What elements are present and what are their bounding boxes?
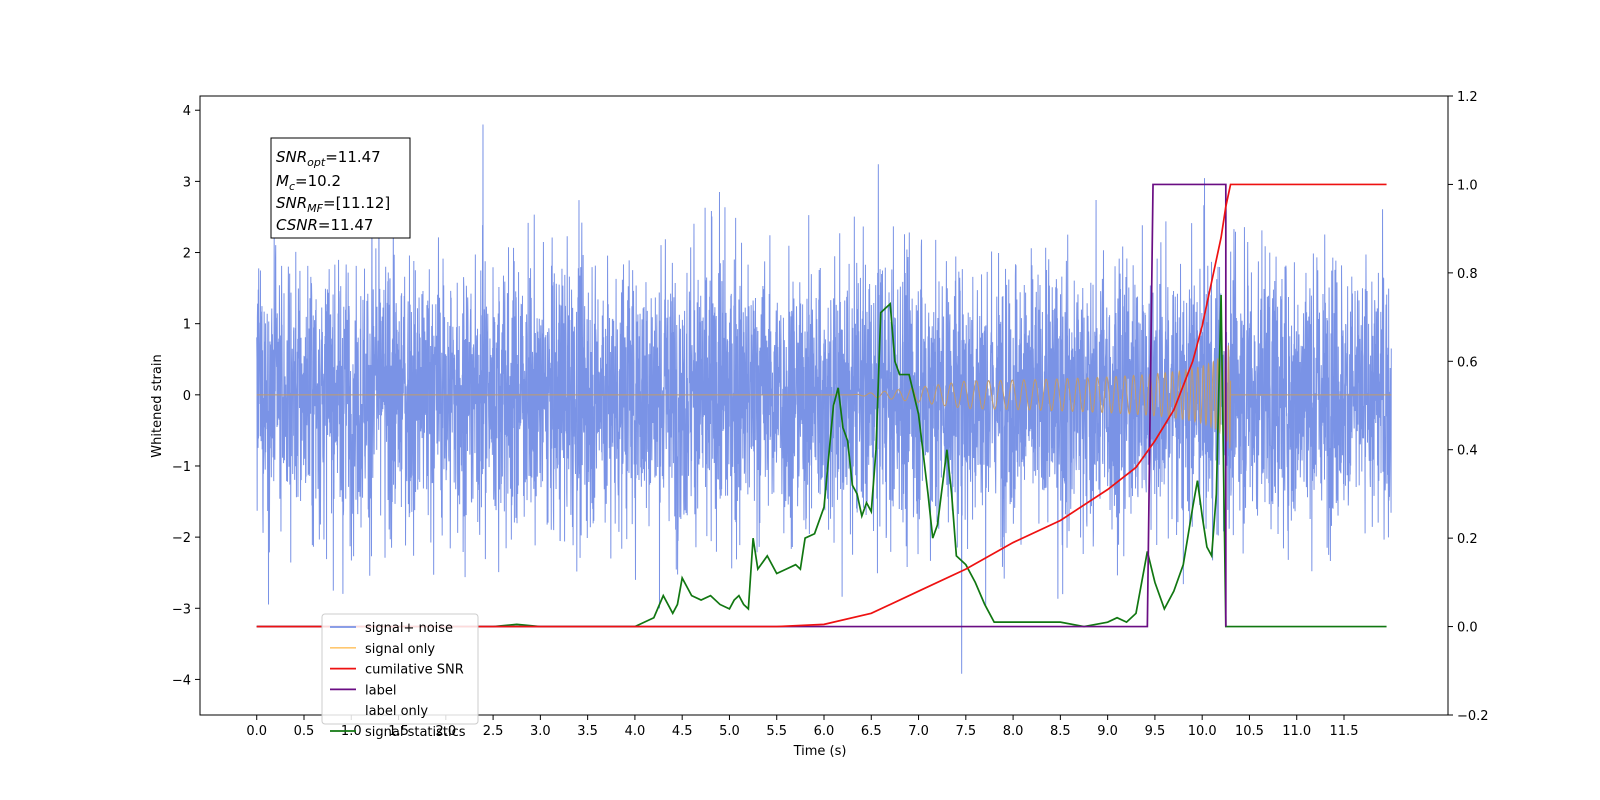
y-right-tick-label: 1.0 bbox=[1457, 178, 1478, 193]
y-right-tick-label: 0.2 bbox=[1457, 532, 1478, 547]
x-tick-label: 5.5 bbox=[766, 724, 787, 739]
legend-entry: signal+ noise bbox=[365, 621, 453, 636]
legend-frame bbox=[321, 613, 479, 725]
x-axis: 0.0 0.5 1.0 1.5 2.0 2.5 3.0 3.5 4.0 4.5 5.0 5.5 6.0 6… bbox=[246, 715, 1358, 739]
x-tick-label: 7.0 bbox=[908, 724, 929, 739]
x-tick-label: 2.5 bbox=[483, 724, 504, 739]
x-tick-label: 6.0 bbox=[814, 724, 835, 739]
x-tick-label: 10.0 bbox=[1188, 724, 1217, 739]
series-line-signal-statistics bbox=[256, 294, 1387, 628]
x-tick-label: 10.5 bbox=[1235, 724, 1264, 739]
x-tick-label: 4.5 bbox=[672, 724, 693, 739]
legend-entry: cumilative SNR bbox=[365, 663, 464, 678]
y-left-tick-label: 1 bbox=[183, 318, 191, 333]
x-tick-label: 4.0 bbox=[625, 724, 646, 739]
y-right-tick-label: 0.4 bbox=[1457, 444, 1478, 459]
annotation-line-snr-mf: SNRMF=[11.12] bbox=[276, 194, 390, 215]
x-axis-label: Time (s) bbox=[793, 744, 847, 759]
legend-entry: signal only bbox=[365, 642, 435, 657]
y-left-tick-label: −4 bbox=[172, 673, 191, 688]
series-line-label bbox=[256, 183, 1227, 628]
x-tick-label: 3.0 bbox=[530, 724, 551, 739]
y-axis-right: −0.2 0.0 0.2 0.4 0.6 0.8 1.0 1.2 bbox=[1448, 90, 1489, 724]
y-right-tick-label: 0.0 bbox=[1457, 621, 1478, 636]
y-left-tick-label: 2 bbox=[183, 247, 191, 262]
x-tick-label: 5.0 bbox=[719, 724, 740, 739]
x-tick-label: 9.0 bbox=[1097, 724, 1118, 739]
series-layer bbox=[256, 124, 1392, 674]
y-left-tick-label: 3 bbox=[183, 175, 191, 190]
annotation-line-mc: Mc=10.2 bbox=[276, 172, 341, 193]
annotation-frame bbox=[270, 137, 411, 239]
legend-entry: label only bbox=[365, 704, 428, 719]
x-tick-label: 9.5 bbox=[1145, 724, 1166, 739]
y-right-tick-label: −0.2 bbox=[1457, 709, 1489, 724]
legend: signal+ noise signal only cumilative SNR la… bbox=[321, 613, 479, 740]
x-tick-label: 7.5 bbox=[955, 724, 976, 739]
y-axis-left: −4 −3 −2 −1 0 1 2 3 4 bbox=[172, 104, 200, 688]
x-tick-label: 6.5 bbox=[861, 724, 882, 739]
annotation-line-csnr: CSNR=11.47 bbox=[276, 216, 373, 234]
x-tick-label: 8.0 bbox=[1003, 724, 1024, 739]
y-left-tick-label: 4 bbox=[183, 104, 191, 119]
series-line-signal-only bbox=[256, 345, 1392, 449]
y-left-tick-label: −3 bbox=[172, 602, 191, 617]
legend-entry: label bbox=[365, 683, 396, 698]
annotation-box: SNRopt=11.47 Mc=10.2 SNRMF=[11.12] CSNR=… bbox=[270, 137, 411, 239]
y-right-tick-label: 0.8 bbox=[1457, 267, 1478, 282]
y-left-tick-label: −2 bbox=[172, 531, 191, 546]
x-tick-label: 8.5 bbox=[1050, 724, 1071, 739]
y-left-tick-label: −1 bbox=[172, 460, 191, 475]
x-tick-label: 0.5 bbox=[294, 724, 315, 739]
y-left-tick-label: 0 bbox=[183, 389, 191, 404]
series-line-cumulative-snr bbox=[256, 183, 1387, 628]
x-tick-label: 0.0 bbox=[246, 724, 267, 739]
x-tick-label: 11.5 bbox=[1330, 724, 1359, 739]
legend-entry: signal statistics bbox=[365, 725, 466, 740]
x-tick-label: 11.0 bbox=[1282, 724, 1311, 739]
y-right-tick-label: 1.2 bbox=[1457, 90, 1478, 105]
y-right-tick-label: 0.6 bbox=[1457, 355, 1478, 370]
y-axis-label: Whitened strain bbox=[150, 354, 165, 457]
x-tick-label: 3.5 bbox=[577, 724, 598, 739]
series-line-signal-noise bbox=[256, 124, 1392, 674]
annotation-line-snr-opt: SNRopt=11.47 bbox=[276, 148, 381, 169]
x-tick-label: 1.5 bbox=[388, 724, 409, 739]
x-tick-label: 2.0 bbox=[435, 724, 456, 739]
